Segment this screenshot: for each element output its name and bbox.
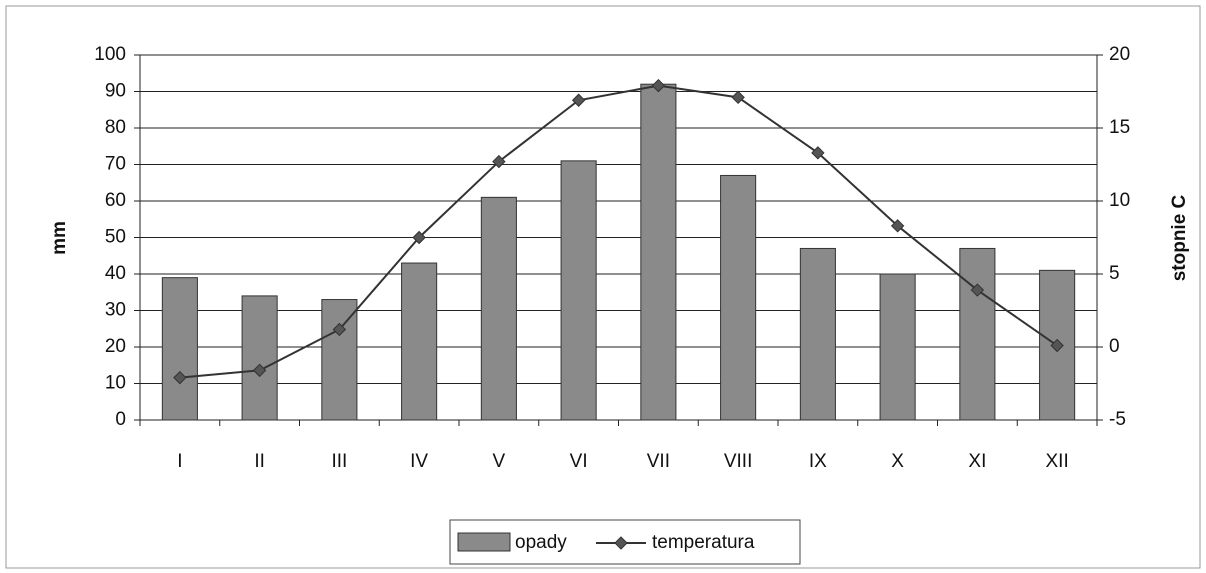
line-marker (970, 283, 985, 297)
y-tick-label: 90 (105, 81, 126, 102)
line-marker (252, 363, 267, 378)
y2-tick-label: 15 (1109, 117, 1130, 138)
x-tick-label: II (254, 451, 265, 472)
y-tick-label: 80 (105, 117, 126, 138)
line-marker (173, 370, 187, 385)
bar (959, 247, 996, 421)
y-tick-label: 40 (105, 263, 126, 284)
y2-axis-title: stopnie C (1169, 194, 1190, 281)
y2-tick-label: 20 (1109, 44, 1130, 65)
legend-label: temperatura (652, 532, 755, 553)
bar (879, 273, 916, 421)
y-tick-label: 100 (94, 44, 126, 65)
x-tick-label: VIII (724, 451, 753, 472)
line-marker (811, 146, 825, 160)
line (179, 84, 1058, 379)
y-tick-label: 20 (105, 336, 126, 357)
y2-tick-label: -5 (1109, 409, 1126, 430)
line-marker (1050, 338, 1064, 353)
y-tick-label: 70 (105, 154, 126, 175)
line-marker (332, 322, 347, 337)
bar (799, 247, 836, 421)
x-tick-label: X (891, 451, 904, 472)
y2-tick-label: 0 (1109, 336, 1120, 357)
chart-border (5, 5, 1201, 569)
bar (161, 277, 198, 421)
x-tick-label: VII (647, 451, 670, 472)
line-marker (890, 219, 905, 233)
bar (720, 174, 757, 421)
x-tick-label: V (493, 451, 506, 472)
y-tick-label: 0 (115, 409, 126, 430)
line-marker (412, 230, 426, 245)
x-tick-label: III (331, 451, 347, 472)
line-marker (571, 93, 586, 107)
bar (321, 299, 358, 421)
bar (480, 196, 517, 421)
y-tick-label: 50 (105, 227, 126, 248)
legend-marker (614, 536, 628, 550)
legend-label: opady (515, 532, 567, 553)
x-tick-label: XI (968, 451, 986, 472)
bar (640, 83, 677, 421)
y-axis-title: mm (49, 221, 70, 255)
x-tick-label: IX (809, 451, 827, 472)
x-tick-label: I (177, 451, 182, 472)
bar (401, 262, 438, 421)
bar (241, 295, 278, 421)
x-tick-label: XII (1046, 451, 1069, 472)
legend-swatch (457, 532, 511, 552)
y-tick-label: 30 (105, 300, 126, 321)
y-tick-label: 60 (105, 190, 126, 211)
y2-tick-label: 10 (1109, 190, 1130, 211)
x-tick-label: VI (570, 451, 588, 472)
x-tick-label: IV (410, 451, 428, 472)
line-marker (492, 154, 506, 169)
line-marker (731, 90, 745, 105)
bar (560, 160, 597, 421)
y2-tick-label: 5 (1109, 263, 1120, 284)
line-marker (651, 78, 666, 93)
y-tick-label: 10 (105, 373, 126, 394)
